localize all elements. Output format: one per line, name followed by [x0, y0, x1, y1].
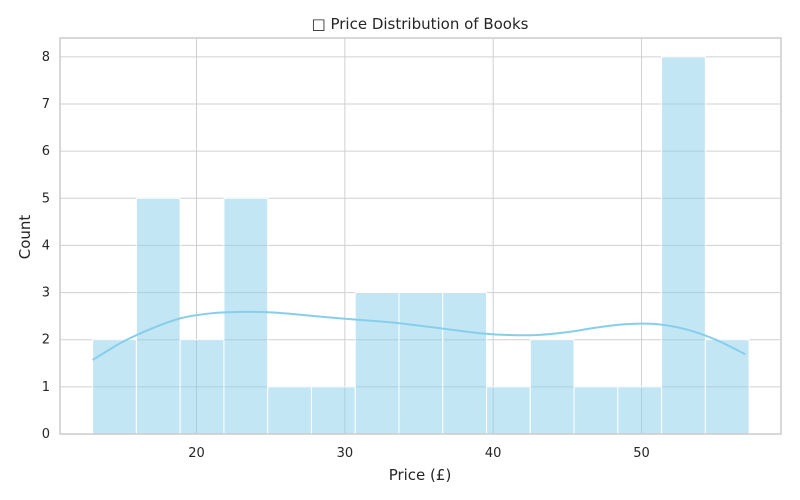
y-tick-label: 3: [42, 286, 50, 301]
kde-layer: [92, 310, 746, 361]
y-axis-label: Count: [16, 215, 34, 260]
y-tick-label: 4: [42, 238, 50, 253]
y-tick-label: 2: [42, 333, 50, 348]
histogram-bar: [135, 197, 181, 435]
x-tick-label: 40: [485, 446, 502, 461]
kde-density-curve: [92, 310, 746, 361]
y-tick-label: 5: [42, 191, 50, 206]
plot-frame: [59, 37, 782, 435]
histogram-bar: [223, 197, 269, 435]
histogram-bar: [617, 386, 663, 435]
chart-title: □ Price Distribution of Books: [312, 15, 529, 33]
histogram-bar: [573, 386, 619, 435]
histogram-bar: [486, 386, 531, 435]
x-axis-label: Price (£): [389, 466, 452, 484]
axes-layer: [59, 37, 782, 435]
histogram-bar: [354, 292, 400, 435]
histogram-bar: [92, 339, 137, 435]
y-tick-label: 1: [42, 380, 50, 395]
y-tick-label: 6: [42, 144, 50, 159]
x-tick-label: 30: [337, 446, 354, 461]
histogram-bar: [267, 386, 312, 435]
x-tick-label: 20: [188, 446, 205, 461]
bars-layer: [92, 56, 750, 435]
histogram-bar: [398, 292, 444, 435]
x-tick-label: 50: [633, 446, 650, 461]
histogram-bar: [529, 339, 575, 435]
tick-layer: 0 1 2 3 4 5 6 7 8 20 30 40 50: [42, 50, 650, 461]
histogram-bar: [179, 339, 225, 435]
histogram-bar: [310, 386, 356, 435]
histogram-bar: [661, 56, 706, 435]
histogram-bar: [704, 339, 750, 435]
y-tick-label: 7: [42, 97, 50, 112]
y-tick-label: 8: [42, 50, 50, 65]
y-tick-label: 0: [42, 427, 50, 442]
histogram-bar: [442, 292, 488, 435]
